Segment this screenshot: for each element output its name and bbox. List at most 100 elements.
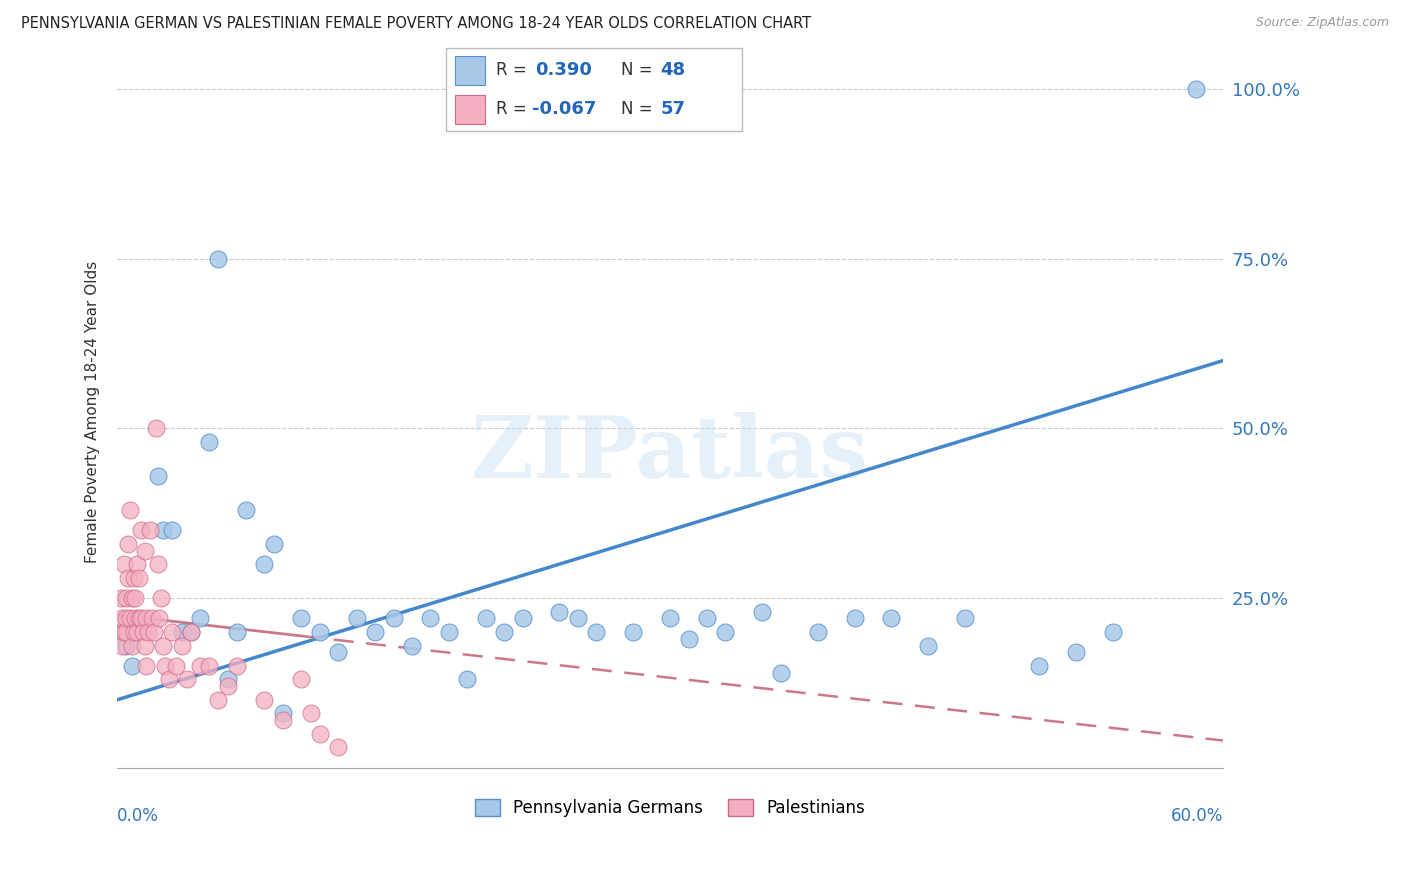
Point xyxy=(117,537,139,551)
Point xyxy=(437,624,460,639)
Point xyxy=(127,624,149,639)
Point xyxy=(769,665,792,680)
Point xyxy=(271,713,294,727)
Point xyxy=(207,252,229,266)
Point xyxy=(290,611,312,625)
Text: R =: R = xyxy=(496,100,531,118)
Text: 60.0%: 60.0% xyxy=(1171,807,1223,825)
Point xyxy=(401,639,423,653)
Point xyxy=(165,659,187,673)
Point xyxy=(118,503,141,517)
Point xyxy=(162,624,184,639)
Point xyxy=(111,611,134,625)
Point xyxy=(198,434,221,449)
Point xyxy=(132,624,155,639)
Point xyxy=(115,639,138,653)
Point xyxy=(917,639,939,653)
Point xyxy=(474,611,496,625)
Text: -0.067: -0.067 xyxy=(531,100,596,118)
Point xyxy=(714,624,737,639)
Point xyxy=(225,659,247,673)
Point xyxy=(108,624,131,639)
Point xyxy=(217,673,239,687)
Point xyxy=(807,624,830,639)
Point xyxy=(162,523,184,537)
Point xyxy=(139,523,162,537)
Text: Source: ZipAtlas.com: Source: ZipAtlas.com xyxy=(1256,16,1389,29)
Point xyxy=(135,611,157,625)
Point xyxy=(180,624,202,639)
Point xyxy=(308,727,330,741)
Point xyxy=(117,571,139,585)
Point xyxy=(180,624,202,639)
Text: N =: N = xyxy=(621,100,658,118)
Bar xyxy=(456,95,485,123)
Point xyxy=(382,611,405,625)
Bar xyxy=(456,55,485,85)
Point xyxy=(129,611,152,625)
Point xyxy=(150,591,173,605)
Point xyxy=(217,679,239,693)
Point xyxy=(299,706,322,721)
Point xyxy=(122,571,145,585)
Point xyxy=(146,469,169,483)
Point xyxy=(152,639,174,653)
Point xyxy=(115,624,138,639)
Point xyxy=(148,611,170,625)
Point xyxy=(253,693,276,707)
Point xyxy=(129,523,152,537)
Text: N =: N = xyxy=(621,62,658,79)
Point xyxy=(153,659,176,673)
Point xyxy=(145,421,167,435)
Point xyxy=(207,693,229,707)
Point xyxy=(112,624,135,639)
Point xyxy=(844,611,866,625)
Point xyxy=(512,611,534,625)
Point xyxy=(142,624,165,639)
Point xyxy=(127,557,149,571)
Point xyxy=(271,706,294,721)
Point xyxy=(290,673,312,687)
Point xyxy=(253,557,276,571)
FancyBboxPatch shape xyxy=(446,48,742,131)
Point xyxy=(134,639,156,653)
Point xyxy=(110,591,132,605)
Point xyxy=(124,611,146,625)
Point xyxy=(136,624,159,639)
Point xyxy=(659,611,682,625)
Point xyxy=(1064,645,1087,659)
Legend: Pennsylvania Germans, Palestinians: Pennsylvania Germans, Palestinians xyxy=(468,792,872,823)
Point xyxy=(328,740,350,755)
Point xyxy=(121,639,143,653)
Point xyxy=(111,639,134,653)
Point xyxy=(419,611,441,625)
Text: 48: 48 xyxy=(661,62,686,79)
Text: R =: R = xyxy=(496,62,531,79)
Point xyxy=(135,659,157,673)
Point xyxy=(118,611,141,625)
Point xyxy=(128,611,150,625)
Point xyxy=(188,659,211,673)
Point xyxy=(235,503,257,517)
Point xyxy=(308,624,330,639)
Point xyxy=(1101,624,1123,639)
Text: 0.390: 0.390 xyxy=(536,62,592,79)
Point xyxy=(122,624,145,639)
Point xyxy=(1184,82,1206,96)
Point xyxy=(157,673,180,687)
Text: PENNSYLVANIA GERMAN VS PALESTINIAN FEMALE POVERTY AMONG 18-24 YEAR OLDS CORRELAT: PENNSYLVANIA GERMAN VS PALESTINIAN FEMAL… xyxy=(21,16,811,31)
Point xyxy=(128,571,150,585)
Point xyxy=(548,605,571,619)
Point xyxy=(953,611,976,625)
Point xyxy=(170,639,193,653)
Point xyxy=(152,523,174,537)
Point xyxy=(176,673,198,687)
Point xyxy=(121,659,143,673)
Text: 57: 57 xyxy=(661,100,686,118)
Y-axis label: Female Poverty Among 18-24 Year Olds: Female Poverty Among 18-24 Year Olds xyxy=(86,260,100,563)
Point xyxy=(141,611,163,625)
Point xyxy=(567,611,589,625)
Point xyxy=(751,605,773,619)
Point xyxy=(678,632,700,646)
Point xyxy=(170,624,193,639)
